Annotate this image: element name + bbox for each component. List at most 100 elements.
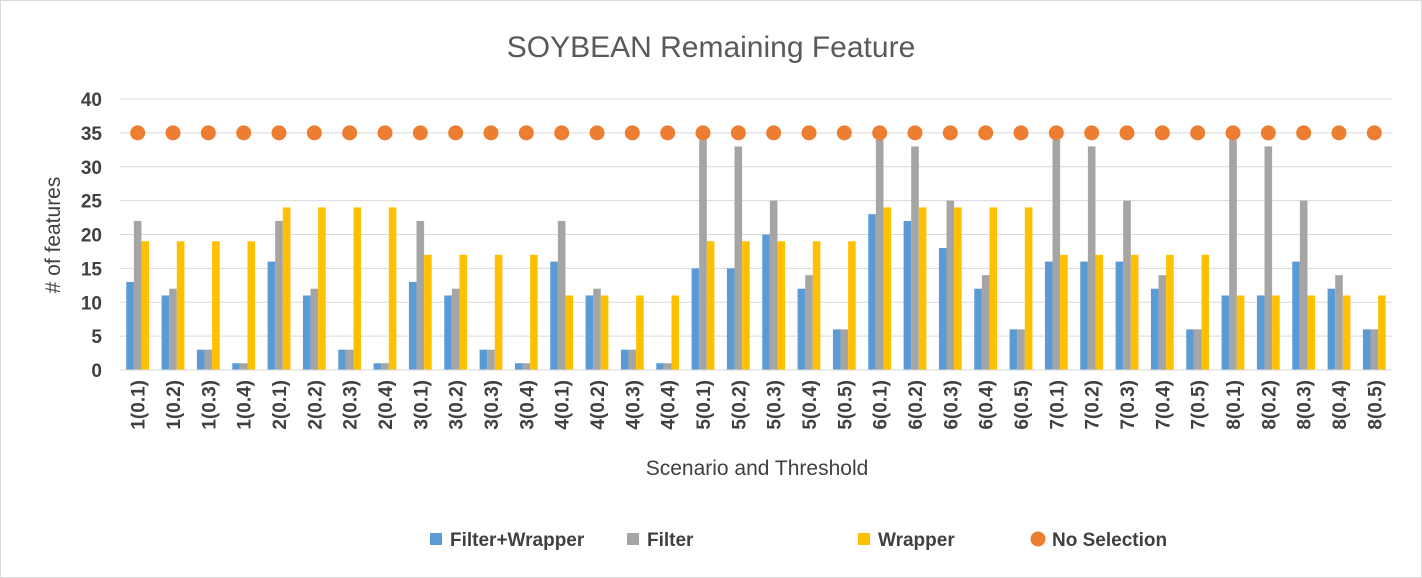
point-no-selection [660, 125, 676, 141]
y-tick-label: 40 [81, 90, 102, 111]
x-tick-label: 6(0.5) [1012, 380, 1033, 430]
x-tick-label: 6(0.3) [941, 380, 962, 430]
bar-wrapper [247, 241, 256, 370]
bar-wrapper [176, 241, 185, 370]
bar-filter-wrapper [1080, 261, 1088, 370]
bar-filter-wrapper [691, 268, 700, 370]
bar-wrapper [671, 295, 680, 370]
bar-filter [911, 146, 919, 370]
bar-filter [416, 220, 425, 370]
point-no-selection [271, 125, 287, 141]
bar-filter [204, 349, 213, 370]
bar-wrapper [636, 295, 644, 370]
bar-filter-wrapper [868, 214, 876, 370]
y-tick-label: 15 [81, 259, 103, 280]
x-tick-label: 8(0.2) [1259, 380, 1280, 430]
bar-filter-wrapper [550, 261, 558, 370]
point-no-selection [236, 125, 252, 141]
bar-wrapper [1342, 295, 1351, 370]
legend-swatch [430, 533, 442, 545]
legend-swatch [627, 533, 639, 545]
point-no-selection [1154, 125, 1170, 141]
point-no-selection [1048, 125, 1064, 141]
bar-filter [875, 139, 884, 370]
bar-filter [981, 275, 990, 370]
bar-filter-wrapper [408, 281, 417, 370]
bar-filter [275, 220, 283, 370]
bar-filter [1229, 139, 1237, 370]
no-selection-points [130, 125, 1382, 141]
bar-filter-wrapper [161, 295, 170, 370]
x-tick-label: 5(0.5) [835, 380, 856, 430]
x-tick-label: 1(0.2) [164, 380, 185, 430]
y-axis-label: # of features [42, 177, 65, 294]
bar-filter-wrapper [1292, 261, 1300, 370]
x-tick-label: 4(0.4) [659, 380, 680, 430]
bar-wrapper [1236, 295, 1245, 370]
bar-filter [1123, 200, 1131, 370]
bar-filter-wrapper [762, 234, 770, 370]
bar-filter-wrapper [267, 261, 276, 370]
point-no-selection [695, 125, 711, 141]
bar-wrapper [318, 207, 326, 370]
bar-wrapper [883, 207, 892, 370]
y-tick-label: 25 [81, 192, 103, 213]
x-tick-label: 1(0.4) [235, 380, 256, 430]
point-no-selection [1013, 125, 1029, 141]
bar-filter-wrapper [1327, 288, 1336, 370]
y-axis-ticks: 0 5 10 15 20 25 30 35 40 [81, 90, 103, 382]
bar-filter [487, 349, 495, 370]
x-tick-label: 3(0.3) [482, 380, 503, 430]
bar-filter [1370, 329, 1379, 370]
bar-filter-wrapper [338, 349, 346, 370]
point-no-selection [801, 125, 817, 141]
y-tick-label: 20 [81, 226, 102, 247]
point-no-selection [872, 125, 888, 141]
legend-label: No Selection [1052, 530, 1167, 551]
bar-filter-wrapper [726, 268, 735, 370]
bar-wrapper [706, 241, 715, 370]
x-tick-label: 5(0.2) [729, 380, 750, 430]
bar-wrapper [1201, 254, 1210, 370]
bar-wrapper [565, 295, 574, 370]
bar-filter-wrapper [302, 295, 311, 370]
bar-wrapper [1095, 254, 1104, 370]
point-no-selection [306, 125, 322, 141]
bar-filter [1052, 139, 1061, 370]
bar-filter [1087, 146, 1096, 370]
point-no-selection [130, 125, 146, 141]
bar-filter-wrapper [903, 220, 912, 370]
bar-filter [345, 349, 354, 370]
bar-filter-wrapper [1009, 329, 1018, 370]
bar-filter [451, 288, 460, 370]
x-tick-label: 7(0.5) [1189, 380, 1210, 430]
bar-filter [239, 363, 248, 370]
x-tick-label: 8(0.1) [1224, 380, 1245, 430]
x-tick-label: 7(0.1) [1047, 380, 1068, 430]
bars [126, 139, 1386, 370]
y-tick-label: 35 [81, 124, 103, 145]
bar-filter [133, 220, 142, 370]
bar-filter [1193, 329, 1202, 370]
bar-filter-wrapper [797, 288, 806, 370]
bar-wrapper [353, 207, 362, 370]
bar-filter-wrapper [444, 295, 452, 370]
bar-filter-wrapper [514, 363, 523, 370]
point-no-selection [766, 125, 782, 141]
x-tick-label: 2(0.4) [376, 380, 397, 430]
x-tick-label: 7(0.4) [1153, 380, 1174, 430]
point-no-selection [448, 125, 464, 141]
bar-filter [593, 288, 601, 370]
bar-wrapper [812, 241, 821, 370]
legend-swatch [858, 533, 870, 545]
bar-filter-wrapper [373, 363, 382, 370]
point-no-selection [1366, 125, 1382, 141]
bar-filter [805, 275, 813, 370]
bar-filter-wrapper [1221, 295, 1230, 370]
x-tick-label: 4(0.1) [553, 380, 574, 430]
bar-filter-wrapper [620, 349, 629, 370]
point-no-selection [1225, 125, 1241, 141]
bar-filter [699, 139, 707, 370]
x-tick-label: 6(0.1) [871, 380, 892, 430]
bar-wrapper [282, 207, 291, 370]
